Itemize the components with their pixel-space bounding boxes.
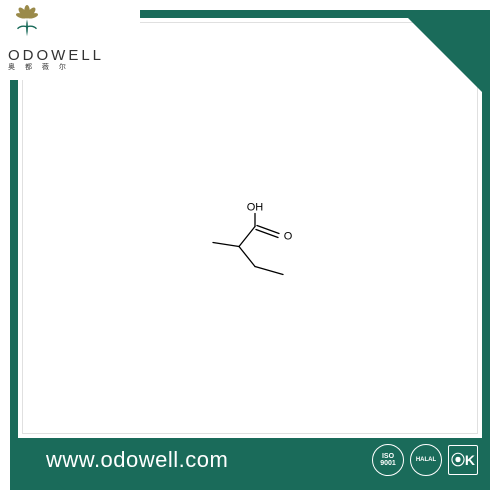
badge-iso: ISO 9001 — [372, 444, 404, 476]
footer-bar: www.odowell.com ISO 9001 HALAL ⦿K — [18, 438, 482, 482]
badge-iso-l1: ISO — [382, 453, 394, 460]
badge-kosher-l1: ⦿K — [451, 453, 475, 467]
svg-text:O: O — [284, 231, 293, 243]
molecule-structure: OH O — [195, 201, 305, 291]
svg-text:OH: OH — [247, 202, 264, 214]
logo-flower-icon — [8, 4, 46, 42]
certification-badges: ISO 9001 HALAL ⦿K — [372, 444, 482, 476]
badge-halal: HALAL — [410, 444, 442, 476]
badge-halal-l1: HALAL — [416, 457, 436, 463]
website-url[interactable]: www.odowell.com — [18, 447, 228, 473]
corner-top-right — [380, 10, 490, 120]
product-card: ODOWELL 奥 都 薇 尔 OH O www.odowell.com — [0, 0, 500, 500]
badge-kosher: ⦿K — [448, 445, 478, 475]
badge-iso-l2: 9001 — [380, 460, 396, 467]
logo-area: ODOWELL 奥 都 薇 尔 — [0, 0, 140, 80]
